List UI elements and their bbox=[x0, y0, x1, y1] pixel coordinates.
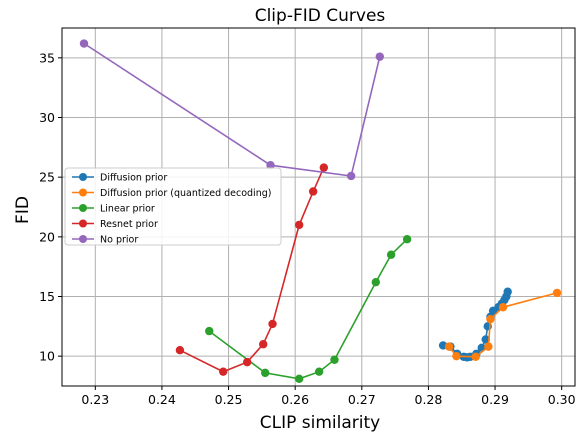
chart-title: Clip-FID Curves bbox=[255, 6, 386, 26]
series-4 bbox=[79, 39, 384, 181]
plot-frame bbox=[61, 27, 576, 387]
data-point bbox=[371, 277, 380, 287]
data-point bbox=[375, 52, 384, 61]
data-point bbox=[471, 352, 480, 361]
data-point bbox=[205, 326, 214, 336]
legend-marker bbox=[79, 235, 87, 243]
y-tick-label: 10 bbox=[39, 349, 55, 364]
x-tick-label: 0.28 bbox=[415, 392, 443, 407]
series-2 bbox=[205, 235, 412, 384]
data-point bbox=[79, 39, 89, 48]
y-tick-label: 25 bbox=[39, 170, 55, 185]
legend-box bbox=[64, 167, 282, 246]
series-line bbox=[208, 238, 408, 380]
data-point bbox=[481, 335, 490, 344]
series-1 bbox=[444, 288, 562, 361]
x-axis-label: CLIP similarity bbox=[260, 413, 380, 433]
x-tick-label: 0.27 bbox=[348, 392, 376, 407]
data-point bbox=[266, 161, 275, 170]
data-point bbox=[346, 171, 356, 181]
data-point bbox=[219, 367, 228, 376]
series-line bbox=[83, 42, 381, 177]
x-tick-label: 0.23 bbox=[81, 392, 109, 407]
data-point bbox=[261, 368, 270, 378]
x-tick-label: 0.25 bbox=[215, 392, 243, 407]
legend-label: Linear prior bbox=[100, 204, 155, 215]
legend-label: No prior bbox=[100, 235, 138, 246]
data-point bbox=[259, 340, 268, 349]
data-point bbox=[175, 346, 185, 355]
x-axis-ticks: 0.23 0.24 0.25 0.26 0.27 0.28 0.29 0.30 bbox=[81, 386, 576, 407]
data-point bbox=[314, 367, 324, 376]
legend-label: Diffusion prior bbox=[100, 173, 167, 184]
legend-marker bbox=[79, 188, 87, 197]
data-point bbox=[552, 288, 562, 298]
y-tick-label: 35 bbox=[39, 50, 55, 65]
plot-series bbox=[79, 39, 562, 384]
y-tick-label: 30 bbox=[39, 110, 55, 125]
data-point bbox=[452, 351, 461, 361]
series-line bbox=[179, 167, 325, 373]
legend-marker bbox=[79, 173, 87, 181]
data-point bbox=[268, 319, 277, 329]
x-tick-label: 0.26 bbox=[281, 392, 309, 407]
data-point bbox=[308, 187, 318, 196]
data-point bbox=[319, 163, 329, 172]
y-tick-label: 15 bbox=[39, 289, 55, 304]
data-point bbox=[402, 235, 412, 244]
data-point bbox=[243, 357, 252, 367]
data-point bbox=[294, 374, 304, 384]
data-point bbox=[484, 342, 493, 351]
x-tick-label: 0.30 bbox=[548, 392, 576, 407]
data-point bbox=[386, 250, 396, 259]
data-point bbox=[294, 220, 304, 230]
legend-label: Diffusion prior (quantized decoding) bbox=[100, 188, 271, 199]
x-tick-label: 0.29 bbox=[481, 392, 509, 407]
data-point bbox=[498, 303, 508, 312]
legend-marker bbox=[79, 204, 87, 212]
data-point bbox=[330, 355, 339, 364]
y-tick-label: 20 bbox=[39, 229, 55, 244]
legend-label: Resnet prior bbox=[100, 219, 158, 230]
data-point bbox=[503, 287, 512, 296]
series-3 bbox=[175, 163, 329, 376]
data-point bbox=[444, 342, 454, 351]
data-point bbox=[486, 314, 495, 324]
y-axis-ticks: 10 15 20 25 30 35 bbox=[39, 50, 62, 364]
legend: Diffusion prior Diffusion prior (quantize… bbox=[64, 167, 282, 246]
legend-marker bbox=[79, 219, 87, 228]
y-axis-label: FID bbox=[13, 196, 33, 224]
x-tick-label: 0.24 bbox=[148, 392, 176, 407]
